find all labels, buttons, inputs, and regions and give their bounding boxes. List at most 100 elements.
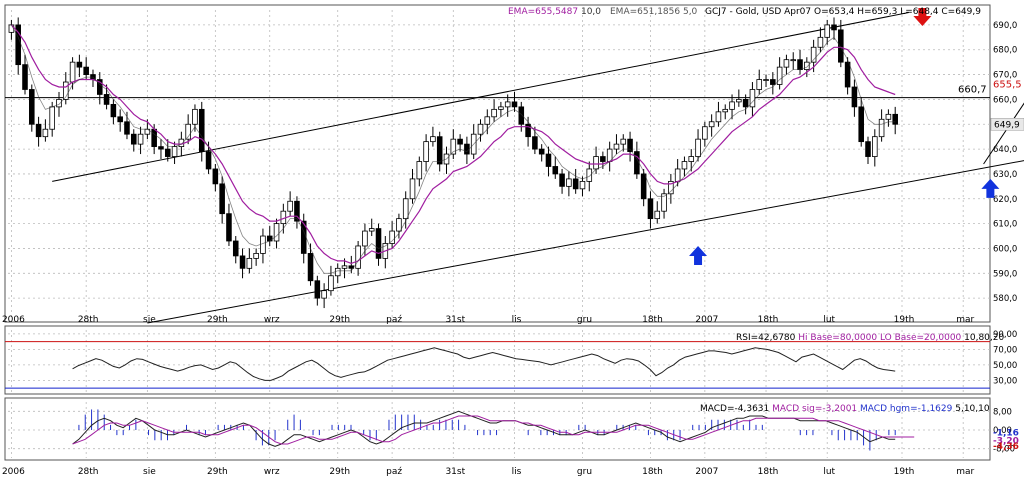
candle-body: [647, 198, 654, 220]
symbol-legend: GCJ7 - Gold, USD Apr07 O=653,4 H=659,3 L…: [705, 7, 981, 17]
candle-body: [409, 178, 416, 200]
macd-signal-line: [72, 415, 915, 445]
candle-body: [219, 183, 225, 215]
x-tick-label: 2007: [695, 315, 718, 325]
candle-body: [790, 59, 797, 62]
resistance-line: 660,7: [5, 85, 990, 99]
rsi-tick-label: 30,00: [993, 376, 1017, 386]
candle-body: [477, 123, 484, 135]
arrow-down-icon: [913, 8, 932, 26]
candle-body: [137, 133, 144, 145]
price-tick-label: 690,0: [993, 21, 1017, 31]
candle-body: [858, 106, 864, 143]
rsi-tick-label: 90,00: [993, 330, 1017, 340]
arrow-up-icon: [981, 178, 1000, 198]
x-tick-label: 29th: [207, 467, 228, 477]
candle-body: [49, 106, 55, 130]
rsi-tick-label: 70,00: [993, 345, 1017, 355]
candle-body: [430, 136, 436, 143]
candle-body: [566, 178, 572, 187]
candle-body: [661, 193, 667, 212]
ema-lines: [10, 24, 896, 274]
candle-body: [865, 141, 871, 157]
price-tick-label: 620,0: [993, 195, 1017, 205]
candle-body: [674, 168, 681, 182]
candle-body: [627, 138, 633, 152]
x-tick-label: 2006: [2, 467, 25, 477]
candle-body: [416, 161, 423, 180]
macd-line: [72, 410, 896, 447]
candle-body: [824, 24, 830, 38]
candle-body: [35, 123, 42, 138]
macd-value-tag: -4,36: [993, 442, 1019, 452]
candle-body: [158, 146, 164, 150]
price-panel: 580,0590,0600,0610,0620,0630,0640,0650,0…: [4, 4, 1024, 324]
candle-body: [151, 128, 157, 148]
close-value-tag: 649,9: [994, 120, 1020, 130]
rsi-panel: 30,00 50,00 70,00 90,00 RSI=42,6780 Hi Base…: [4, 325, 1017, 395]
ema1-legend: EMA=655,5487 10,0: [508, 7, 601, 17]
candle-body: [389, 230, 395, 244]
candle-body: [423, 141, 429, 162]
close-tag-box: [990, 118, 1024, 131]
price-tick-label: 610,0: [993, 220, 1017, 230]
candle-body: [695, 138, 701, 157]
candle-body: [212, 168, 219, 185]
x-tick-label: 18th: [642, 467, 663, 477]
x-tick-label: 2007: [695, 467, 718, 477]
candle-body: [198, 108, 205, 152]
candle-body: [892, 113, 898, 125]
candle-body: [586, 168, 593, 182]
candle-body: [817, 36, 824, 48]
candle-body: [110, 103, 117, 118]
candle-body: [511, 101, 518, 108]
candle-body: [83, 66, 89, 75]
x-tick-label: 29th: [207, 315, 228, 325]
macd-tags: -1,16-3,20-4,36: [993, 429, 1019, 452]
price-tick-label: 600,0: [993, 244, 1017, 254]
x-tick-label: 18th: [642, 315, 663, 325]
candlesticks: [8, 17, 898, 309]
macd-tick-label: -8,00: [993, 445, 1015, 455]
candle-body: [171, 146, 178, 157]
candle-body: [124, 121, 130, 135]
candle-body: [164, 148, 171, 157]
rsi-tick-label: 50,00: [993, 361, 1017, 371]
ema-10-line: [10, 24, 896, 265]
price-tick-label: 590,0: [993, 269, 1017, 279]
candle-body: [42, 128, 49, 138]
price-tick-label: 670,0: [993, 71, 1017, 81]
candle-body: [396, 218, 402, 232]
price-tick-label: 630,0: [993, 170, 1017, 180]
channel-line: [52, 11, 909, 182]
x-tick-label: 19th: [894, 315, 915, 325]
x-tick-label: 28th: [78, 467, 99, 477]
candle-body: [654, 210, 661, 220]
bottom-x-axis: 2006 28th sie 29th wrz 29th paź 31st lis gru 18th 2…: [2, 467, 975, 477]
candle-body: [525, 123, 531, 138]
candle-body: [722, 108, 729, 113]
macd-y-axis: -8,00 0,00 8,00: [993, 407, 1015, 454]
candle-body: [532, 136, 538, 150]
x-tick-label: wrz: [264, 315, 280, 325]
candle-body: [457, 138, 463, 145]
candle-body: [436, 136, 443, 165]
candle-body: [538, 148, 545, 155]
price-tick-label: 640,0: [993, 145, 1017, 155]
candle-body: [314, 280, 321, 299]
candle-body: [341, 265, 348, 269]
candle-body: [307, 253, 314, 282]
candle-body: [620, 138, 627, 145]
candle-body: [600, 156, 606, 162]
candle-body: [450, 138, 457, 155]
x-tick-label: 18th: [758, 315, 779, 325]
candle-body: [579, 180, 586, 190]
candle-body: [613, 143, 620, 150]
candle-body: [362, 230, 368, 247]
candle-body: [273, 223, 280, 242]
candle-body: [729, 101, 735, 110]
candle-body: [770, 79, 776, 85]
x-tick-label: sie: [143, 315, 156, 325]
candle-body: [640, 173, 647, 200]
